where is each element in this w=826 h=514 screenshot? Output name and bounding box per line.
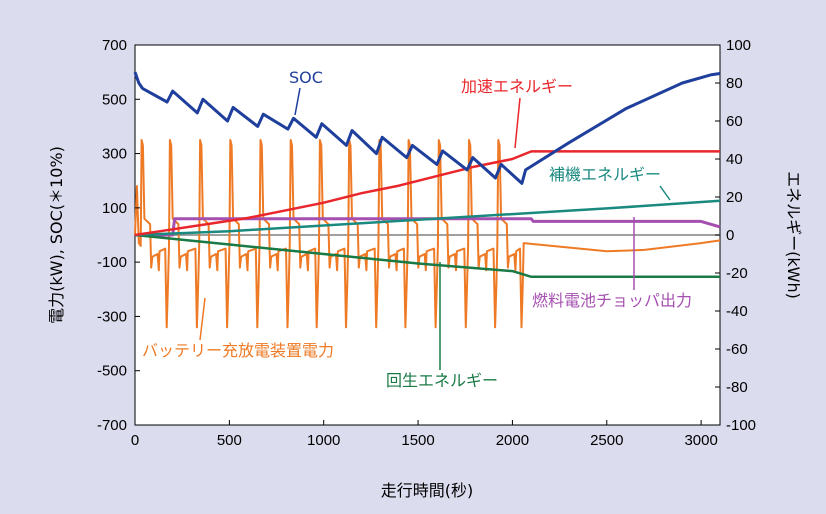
series-soc [133, 71, 721, 185]
x-tick-label: 3000 [684, 432, 717, 449]
x-tick-label: 500 [217, 432, 242, 449]
series-lines [133, 71, 721, 329]
y2-tick-label: 80 [726, 75, 743, 92]
y-tick-label: 700 [102, 37, 127, 54]
y-tick-label: 500 [102, 91, 127, 108]
annotation-regen-energy: 回生エネルギー [386, 371, 498, 390]
y-tick-label: -700 [97, 417, 127, 434]
y2-tick-label: -60 [726, 341, 748, 358]
x-tick-label: 2000 [496, 432, 529, 449]
axis-ticks: 0 500 1000 1500 2000 2500 3000700500300100-100… [97, 37, 756, 449]
leader-soc [294, 87, 301, 116]
y2-tick-label: 40 [726, 151, 743, 168]
y-tick-label: 100 [102, 200, 127, 217]
y-tick-label: -100 [97, 254, 127, 271]
x-tick-label: 0 [131, 432, 139, 449]
annotation-accel-energy: 加速エネルギー [461, 77, 573, 96]
annotation-soc: SOC [289, 68, 323, 87]
y-tick-label: -300 [97, 308, 127, 325]
y-axis-title: 電力(kW), SOC(＊10%) [47, 146, 66, 324]
x-axis-title: 走行時間(秒) [381, 481, 474, 500]
leader-aux-energy [659, 185, 671, 201]
series-regen-energy [134, 233, 720, 279]
x-tick-label: 1000 [307, 432, 340, 449]
y2-tick-label: 60 [726, 113, 743, 130]
y2-tick-label: 20 [726, 189, 743, 206]
y2-tick-label: -20 [726, 265, 748, 282]
y-tick-label: -500 [97, 363, 127, 380]
leader-battery-power [199, 297, 206, 341]
x-tick-label: 2500 [590, 432, 623, 449]
annotation-battery-power: バッテリー充放電装置電力 [142, 341, 334, 360]
annotation-leaders [199, 87, 671, 370]
y-tick-label: 300 [102, 146, 127, 163]
series-fuel-cell-output [135, 217, 721, 237]
leader-accel-energy [514, 97, 521, 149]
x-tick-label: 1500 [401, 432, 434, 449]
y2-tick-label: 100 [726, 37, 751, 54]
y2-tick-label: 0 [726, 227, 734, 244]
series-aux-energy [134, 199, 721, 237]
annotation-fuel-cell-output: 燃料電池チョッパ出力 [532, 291, 692, 310]
y2-axis-title: エネルギー(kWh) [784, 171, 803, 299]
y2-tick-label: -100 [726, 417, 756, 434]
y2-tick-label: -80 [726, 379, 748, 396]
y2-tick-label: -40 [726, 303, 748, 320]
annotation-aux-energy: 補機エネルギー [549, 165, 661, 184]
series-accel-energy [134, 150, 720, 237]
